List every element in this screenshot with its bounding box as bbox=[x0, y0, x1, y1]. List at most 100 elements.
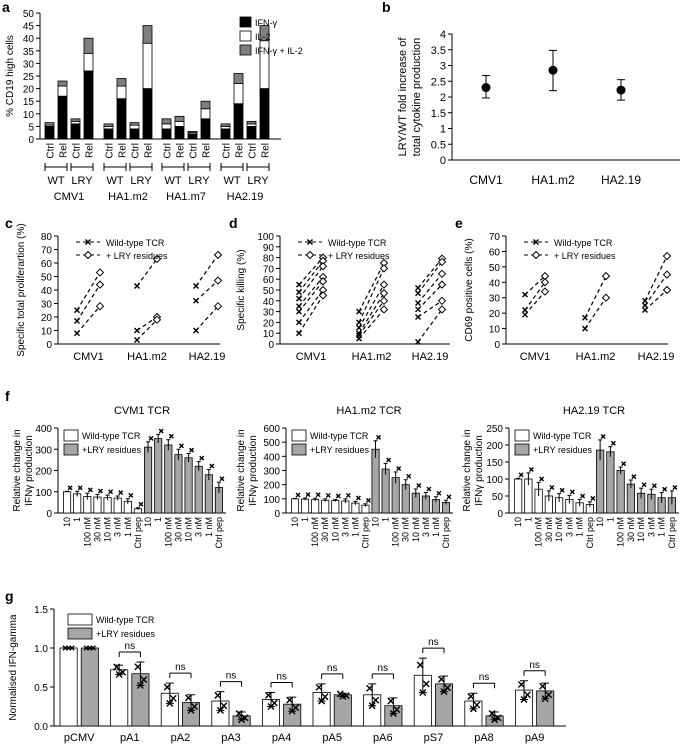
f3-replicate-point bbox=[559, 487, 565, 493]
a-bar-segment bbox=[200, 100, 211, 110]
a-target-label: HA2.19 bbox=[227, 191, 264, 203]
a-target-label: HA1.m7 bbox=[166, 191, 206, 203]
x-stroke bbox=[356, 308, 362, 315]
e-lry-point bbox=[540, 278, 550, 287]
b-y-label: total cytokine production bbox=[411, 38, 423, 157]
f1-legend-swatch bbox=[63, 429, 79, 442]
x-stroke bbox=[366, 684, 374, 692]
d-pair-line bbox=[358, 262, 385, 312]
g-replicate-point bbox=[339, 692, 347, 700]
d-wt-point bbox=[296, 308, 302, 315]
a-bar-segment bbox=[259, 25, 270, 42]
a-bar-label: Ctrl bbox=[189, 143, 200, 159]
f1-bar bbox=[154, 438, 163, 514]
a-bar-label: Rel bbox=[118, 143, 129, 158]
d-pair-line bbox=[417, 300, 443, 318]
f3-replicate-point bbox=[518, 472, 524, 478]
f3-tick-label: 1 bbox=[523, 517, 533, 522]
x-stroke bbox=[517, 681, 525, 688]
a-bar-segment bbox=[220, 128, 231, 140]
f2-replicate-point bbox=[335, 493, 341, 499]
e-legend-marker bbox=[533, 239, 539, 245]
c-pair-line bbox=[195, 280, 219, 302]
f1-replicate-point bbox=[77, 485, 83, 491]
x-stroke bbox=[539, 476, 545, 482]
f3-replicate-point bbox=[662, 486, 668, 492]
g-replicate-point bbox=[90, 645, 96, 651]
g-legend-swatch bbox=[67, 627, 93, 640]
x-stroke bbox=[315, 492, 321, 498]
x-stroke bbox=[74, 318, 80, 325]
d-pair-line bbox=[358, 284, 385, 329]
d-wt-point bbox=[356, 335, 362, 342]
x-stroke bbox=[178, 443, 184, 449]
e-lry-point bbox=[662, 270, 672, 279]
x-stroke bbox=[315, 683, 323, 691]
a-bar-segment bbox=[174, 120, 185, 127]
f3-replicate-point bbox=[539, 476, 545, 482]
y-tick-label: 2.5 bbox=[431, 76, 446, 88]
a-bar-segment bbox=[103, 128, 114, 140]
g-replicate-point bbox=[163, 683, 171, 691]
g-significance-label: ns bbox=[529, 660, 540, 671]
x-stroke bbox=[467, 692, 475, 700]
d-wt-point bbox=[415, 306, 421, 313]
x-stroke bbox=[582, 314, 588, 321]
panel-letter: d bbox=[229, 215, 238, 231]
d-wt-point bbox=[296, 289, 302, 296]
b-category-label: CMV1 bbox=[469, 173, 503, 187]
f3-tick-label: 30 nM bbox=[626, 517, 636, 542]
f2-replicate-point bbox=[295, 492, 301, 498]
y-tick-label: 3.5 bbox=[431, 45, 446, 57]
g-replicate-point bbox=[368, 702, 376, 710]
x-stroke bbox=[621, 461, 627, 467]
x-stroke bbox=[138, 501, 144, 507]
f3-tick-label: 30 nM bbox=[544, 517, 554, 542]
x-stroke bbox=[356, 335, 362, 342]
g-replicate-point bbox=[140, 676, 148, 684]
f1-replicate-point bbox=[108, 489, 114, 495]
f2-tick-label: 3 nM bbox=[340, 517, 350, 537]
f1-tick-label: 3 nM bbox=[194, 517, 204, 537]
g-replicate-point bbox=[440, 688, 448, 696]
a-bar-segment bbox=[129, 122, 140, 126]
y-tick-label: 0 bbox=[46, 509, 52, 520]
c-lry-point bbox=[213, 276, 223, 285]
a-bar-segment bbox=[174, 115, 185, 122]
f2-tick-label: 30 nM bbox=[320, 517, 330, 542]
x-stroke bbox=[187, 706, 195, 714]
x-stroke bbox=[193, 282, 199, 289]
d-wt-point bbox=[356, 330, 362, 337]
e-lry-point bbox=[601, 271, 611, 281]
a-bar-label: Ctrl bbox=[163, 143, 174, 159]
f3-tick-label: 10 nM bbox=[554, 517, 564, 542]
a-legend-label: IFN-γ bbox=[255, 18, 277, 28]
f2-bar bbox=[371, 448, 380, 514]
e-pair-line bbox=[524, 281, 546, 311]
x-stroke bbox=[214, 691, 222, 699]
d-pair-line bbox=[298, 276, 324, 307]
a-bar-segment bbox=[103, 123, 114, 127]
f3-replicate-point bbox=[641, 482, 647, 488]
g-replicate-point bbox=[184, 694, 192, 702]
f2-tick-label: 1 nM bbox=[431, 517, 441, 537]
y-tick-label: 40 bbox=[489, 278, 501, 289]
g-significance-label: ns bbox=[175, 662, 186, 673]
g-replicate-point bbox=[387, 697, 395, 705]
d-wt-point bbox=[296, 295, 302, 302]
e-wt-point bbox=[582, 314, 588, 321]
a-bar-segment bbox=[57, 80, 68, 87]
x-stroke bbox=[296, 330, 302, 337]
g-category-label: pA5 bbox=[322, 732, 342, 744]
g-replicate-point bbox=[288, 707, 296, 715]
a-group-label: WT bbox=[223, 175, 240, 187]
a-bar-segment bbox=[57, 85, 68, 97]
f3-replicate-point bbox=[651, 483, 657, 489]
d-category-label: HA1.m2 bbox=[352, 351, 392, 363]
y-tick-label: 80 bbox=[41, 232, 53, 243]
d-pair-line bbox=[298, 265, 324, 299]
x-stroke bbox=[209, 463, 215, 469]
x-stroke bbox=[264, 691, 272, 699]
e-category-label: HA2.19 bbox=[638, 351, 675, 363]
g-category-label: pA8 bbox=[474, 732, 494, 744]
